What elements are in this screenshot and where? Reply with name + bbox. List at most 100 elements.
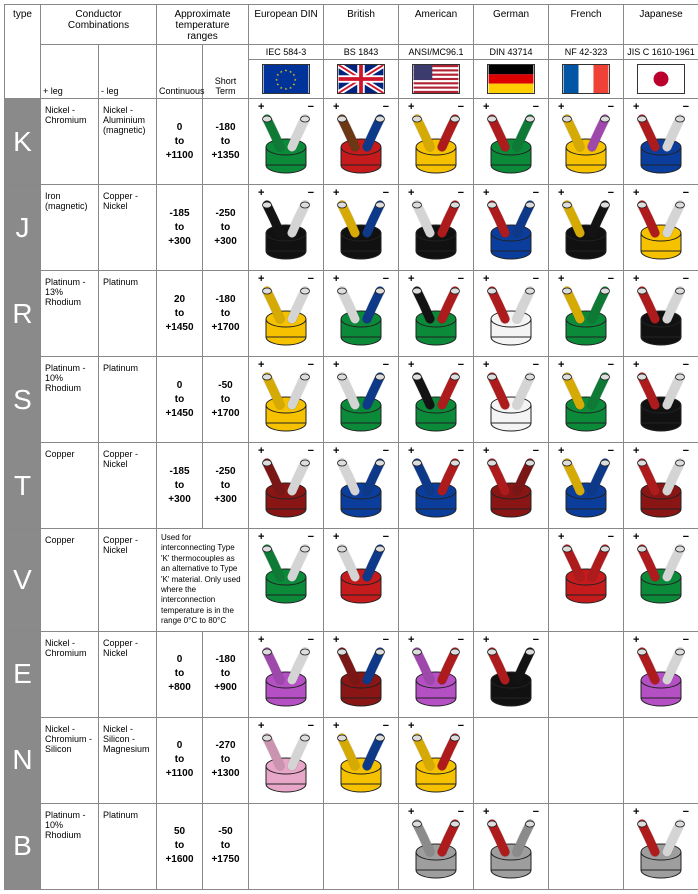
row-type-K: KNickel - ChromiumNickel - Aluminium (ma… <box>5 99 698 185</box>
temp-short: -50 to +1750 <box>203 803 249 889</box>
conductor-pos: Platinum - 10% Rhodium <box>41 357 99 443</box>
wire-4: +− <box>549 271 624 357</box>
conductor-neg: Nickel - Silicon - Magnesium <box>99 717 157 803</box>
row-type-V: VCopperCopper - NickelUsed for interconn… <box>5 529 698 632</box>
wire-0: +− <box>249 717 324 803</box>
wire-3: +− <box>474 631 549 717</box>
conductor-pos: Platinum - 13% Rhodium <box>41 271 99 357</box>
wire-4 <box>549 717 624 803</box>
wire-5 <box>624 717 698 803</box>
wire-3 <box>474 717 549 803</box>
wire-1: +− <box>324 631 399 717</box>
wire-0: +− <box>249 529 324 632</box>
hdr-std-4: French <box>549 5 624 45</box>
wire-5: +− <box>624 803 698 889</box>
conductor-neg: Platinum <box>99 357 157 443</box>
row-type-S: SPlatinum - 10% RhodiumPlatinum0 to +145… <box>5 357 698 443</box>
wire-0: +− <box>249 271 324 357</box>
wire-1: +− <box>324 185 399 271</box>
hdr-temp: Approximate temperature ranges <box>157 5 249 45</box>
wire-4: +− <box>549 357 624 443</box>
conductor-pos: Nickel - Chromium <box>41 631 99 717</box>
temp-cont: 0 to +1450 <box>157 357 203 443</box>
table-header: type Conductor Combinations Approximate … <box>5 5 698 99</box>
wire-2: +− <box>399 443 474 529</box>
hdr-code-3: DIN 43714 <box>474 45 549 60</box>
temp-cont: 0 to +1100 <box>157 99 203 185</box>
flag-de <box>474 60 549 99</box>
hdr-std-5: Japanese <box>624 5 698 45</box>
wire-1: +− <box>324 99 399 185</box>
type-label: E <box>5 631 41 717</box>
hdr-code-5: JIS C 1610-1961 <box>624 45 698 60</box>
hdr-temp-cont: Continuous <box>157 45 203 99</box>
conductor-neg: Copper - Nickel <box>99 185 157 271</box>
conductor-neg: Platinum <box>99 271 157 357</box>
wire-5: +− <box>624 631 698 717</box>
temp-short: -270 to +1300 <box>203 717 249 803</box>
type-label: N <box>5 717 41 803</box>
wire-5: +− <box>624 185 698 271</box>
temp-short: -250 to +300 <box>203 185 249 271</box>
temp-cont: 0 to +1100 <box>157 717 203 803</box>
row-type-T: TCopperCopper - Nickel-185 to +300-250 t… <box>5 443 698 529</box>
hdr-std-1: British <box>324 5 399 45</box>
type-label: B <box>5 803 41 889</box>
temp-note: Used for interconnecting Type 'K' thermo… <box>157 529 249 632</box>
hdr-code-0: IEC 584-3 <box>249 45 324 60</box>
wire-4: +− <box>549 529 624 632</box>
conductor-pos: Nickel - Chromium - Silicon <box>41 717 99 803</box>
wire-3 <box>474 529 549 632</box>
wire-0: +− <box>249 99 324 185</box>
hdr-code-4: NF 42-323 <box>549 45 624 60</box>
wire-5: +− <box>624 99 698 185</box>
wire-4: +− <box>549 443 624 529</box>
wire-2: +− <box>399 717 474 803</box>
wire-3: +− <box>474 185 549 271</box>
type-label: R <box>5 271 41 357</box>
conductor-neg: Copper - Nickel <box>99 529 157 632</box>
conductor-pos: Nickel - Chromium <box>41 99 99 185</box>
hdr-std-0: European DIN <box>249 5 324 45</box>
type-label: J <box>5 185 41 271</box>
row-type-N: NNickel - Chromium - SiliconNickel - Sil… <box>5 717 698 803</box>
table-body: KNickel - ChromiumNickel - Aluminium (ma… <box>5 99 698 890</box>
wire-5: +− <box>624 271 698 357</box>
wire-3: +− <box>474 803 549 889</box>
flag-eu: ★★★★★★★★★★★★ <box>249 60 324 99</box>
row-type-B: BPlatinum - 10% RhodiumPlatinum50 to +16… <box>5 803 698 889</box>
temp-short: -180 to +1700 <box>203 271 249 357</box>
row-type-E: ENickel - ChromiumCopper - Nickel0 to +8… <box>5 631 698 717</box>
flag-us <box>399 60 474 99</box>
type-label: V <box>5 529 41 632</box>
hdr-conductor: Conductor Combinations <box>41 5 157 45</box>
wire-1: +− <box>324 271 399 357</box>
hdr-std-2: American <box>399 5 474 45</box>
wire-1: +− <box>324 717 399 803</box>
wire-4 <box>549 631 624 717</box>
wire-2 <box>399 529 474 632</box>
wire-4: +− <box>549 99 624 185</box>
wire-3: +− <box>474 99 549 185</box>
flag-jp <box>624 60 698 99</box>
wire-1: +− <box>324 357 399 443</box>
flag-uk <box>324 60 399 99</box>
wire-4 <box>549 803 624 889</box>
hdr-leg-pos: + leg <box>41 45 99 99</box>
wire-3: +− <box>474 357 549 443</box>
temp-cont: 20 to +1450 <box>157 271 203 357</box>
type-label: T <box>5 443 41 529</box>
conductor-neg: Nickel - Aluminium (magnetic) <box>99 99 157 185</box>
wire-0: +− <box>249 443 324 529</box>
temp-cont: -185 to +300 <box>157 185 203 271</box>
wire-4: +− <box>549 185 624 271</box>
wire-2: +− <box>399 631 474 717</box>
wire-1: +− <box>324 529 399 632</box>
wire-2: +− <box>399 185 474 271</box>
hdr-code-1: BS 1843 <box>324 45 399 60</box>
wire-3: +− <box>474 271 549 357</box>
wire-2: +− <box>399 99 474 185</box>
temp-cont: -185 to +300 <box>157 443 203 529</box>
temp-short: -180 to +900 <box>203 631 249 717</box>
wire-5: +− <box>624 443 698 529</box>
